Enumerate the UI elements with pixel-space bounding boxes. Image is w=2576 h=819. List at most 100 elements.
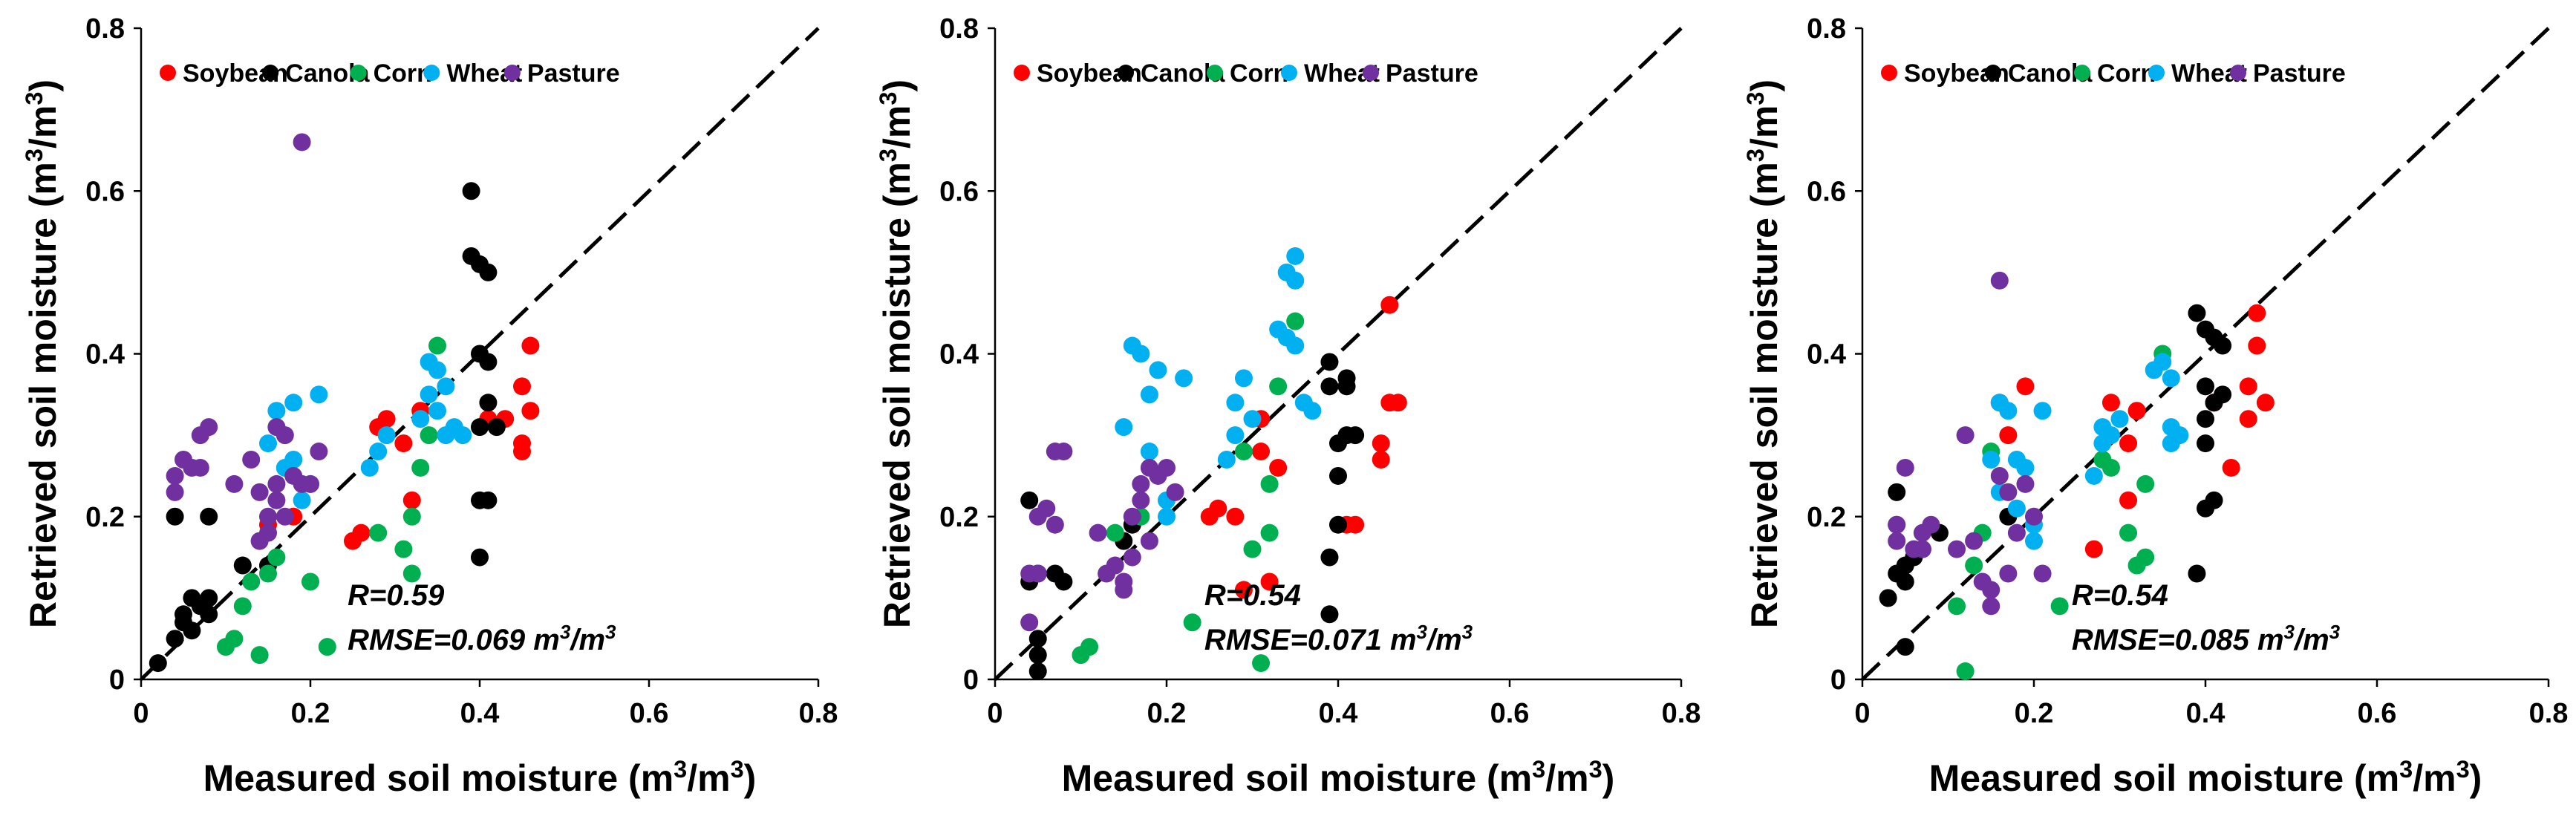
x-tick-label: 0 <box>987 698 1002 729</box>
data-point-wheat <box>2101 426 2120 445</box>
data-point-wheat <box>420 385 438 404</box>
y-tick-label: 0.8 <box>939 13 979 45</box>
data-point-wheat <box>293 491 311 509</box>
y-tick-label: 0 <box>963 665 979 696</box>
data-point-pasture <box>1965 532 1983 550</box>
x-axis-title: Measured soil moisture (m3/m3) <box>1062 756 1615 799</box>
legend-marker-corn <box>2074 65 2090 81</box>
data-point-pasture <box>1140 532 1158 550</box>
one-to-one-reference-line <box>994 27 1683 681</box>
rmse-annotation: RMSE=0.085 m3/m3 <box>2072 621 2341 656</box>
data-point-wheat <box>1132 345 1150 363</box>
data-point-corn <box>1260 474 1279 493</box>
data-point-pasture <box>1123 507 1141 526</box>
data-point-pasture <box>200 418 218 437</box>
data-point-corn <box>1269 377 1288 396</box>
series-corn <box>1072 312 1305 673</box>
legend-label-pasture: Pasture <box>1386 59 1478 88</box>
data-point-soybean <box>2239 377 2257 396</box>
data-point-wheat <box>1999 402 2018 420</box>
data-point-corn <box>402 507 421 526</box>
data-point-pasture <box>1922 515 1940 534</box>
data-point-soybean <box>1260 572 1279 591</box>
legend-marker-corn <box>1207 65 1223 81</box>
data-point-soybean <box>2256 394 2275 412</box>
data-point-wheat <box>2084 466 2103 485</box>
r-annotation: R=0.54 <box>2072 579 2168 612</box>
data-point-soybean <box>402 491 421 509</box>
data-point-pasture <box>267 474 286 493</box>
x-tick-label: 0.8 <box>1662 698 1701 729</box>
y-tick-label: 0.2 <box>85 502 125 533</box>
data-point-wheat <box>1234 369 1253 388</box>
x-axis-title: Measured soil moisture (m3/m3) <box>203 756 757 799</box>
data-point-soybean <box>1269 458 1288 477</box>
data-point-corn <box>259 564 277 583</box>
data-point-pasture <box>1158 458 1175 477</box>
data-point-canola <box>175 605 192 624</box>
data-point-pasture <box>259 507 277 526</box>
data-point-corn <box>250 646 269 665</box>
series-soybean <box>259 336 540 550</box>
legend-marker-corn <box>350 65 367 81</box>
data-point-wheat <box>437 377 455 396</box>
x-tick-label: 0.8 <box>799 698 838 729</box>
data-point-wheat <box>2007 499 2026 518</box>
data-point-soybean <box>521 402 540 420</box>
data-point-corn <box>318 638 336 656</box>
data-point-pasture <box>1020 613 1039 632</box>
data-point-canola <box>233 556 252 575</box>
data-point-soybean <box>2248 304 2266 322</box>
data-point-corn <box>2101 458 2120 477</box>
data-point-pasture <box>166 483 184 501</box>
data-point-pasture <box>1166 483 1184 501</box>
data-point-wheat <box>1175 369 1193 388</box>
data-point-canola <box>1320 548 1339 567</box>
data-point-soybean <box>2101 394 2120 412</box>
data-point-wheat <box>1149 361 1167 379</box>
data-point-canola <box>2197 434 2214 453</box>
data-point-pasture <box>225 474 244 493</box>
data-point-canola <box>166 630 184 648</box>
data-point-corn <box>1286 312 1305 330</box>
legend-label-corn: Corn <box>1230 59 1288 88</box>
data-point-pasture <box>275 507 294 526</box>
data-point-canola <box>1896 572 1914 591</box>
legend-marker-pasture <box>1363 65 1379 81</box>
data-point-canola <box>1346 426 1365 445</box>
legend-marker-pasture <box>503 65 521 81</box>
data-point-corn <box>1183 613 1201 632</box>
data-point-corn <box>225 630 244 648</box>
one-to-one-reference-line <box>140 27 820 681</box>
data-point-pasture <box>301 474 319 493</box>
data-point-soybean <box>2248 336 2266 355</box>
data-point-soybean <box>2239 410 2257 428</box>
legend-label-corn: Corn <box>374 59 432 88</box>
legend-marker-wheat <box>1281 65 1297 81</box>
data-point-canola <box>479 353 498 371</box>
data-point-soybean <box>1234 581 1253 599</box>
legend-marker-canola <box>1985 65 2001 81</box>
data-point-wheat <box>428 402 446 420</box>
data-point-canola <box>2214 336 2232 355</box>
data-point-wheat <box>454 426 472 445</box>
data-point-canola <box>1896 638 1914 656</box>
x-tick-label: 0.4 <box>460 698 500 729</box>
data-point-canola <box>200 605 218 624</box>
data-point-canola <box>471 548 489 567</box>
data-point-wheat <box>377 426 396 445</box>
data-point-soybean <box>2127 402 2146 420</box>
data-point-canola <box>1329 466 1347 485</box>
series-pasture <box>1888 271 2052 616</box>
data-point-pasture <box>293 133 311 151</box>
data-point-wheat <box>1158 507 1175 526</box>
data-point-wheat <box>1226 426 1245 445</box>
data-point-wheat <box>1243 410 1262 428</box>
data-point-canola <box>1028 646 1047 665</box>
data-point-wheat <box>2110 410 2129 428</box>
data-point-canola <box>183 621 201 640</box>
legend-marker-wheat <box>423 65 440 81</box>
series-corn <box>217 336 446 665</box>
